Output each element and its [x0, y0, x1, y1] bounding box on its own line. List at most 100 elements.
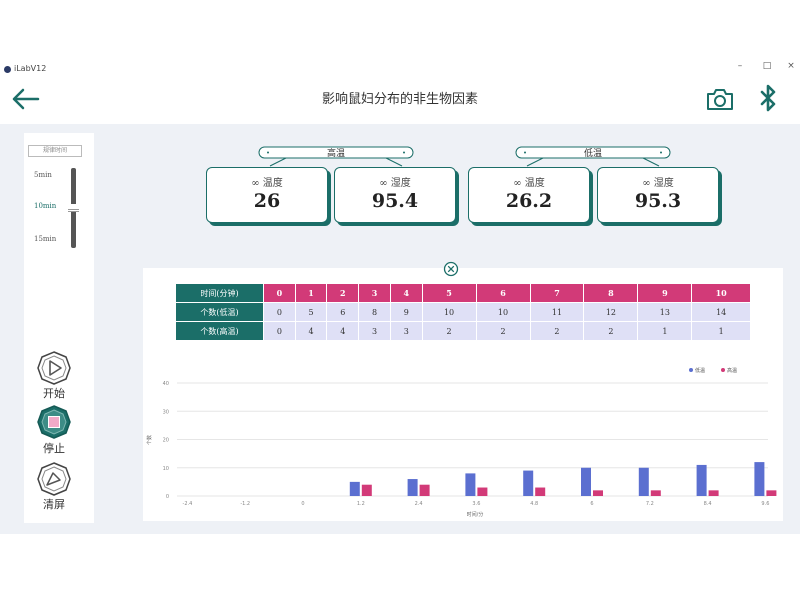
maximize-button[interactable]: □	[762, 61, 772, 71]
page-title: 影响鼠妇分布的非生物因素	[321, 92, 478, 107]
bluetooth-icon[interactable]	[758, 83, 780, 113]
stop-icon[interactable]	[36, 404, 72, 440]
clear-button-label[interactable]: 清屏	[43, 498, 65, 511]
table-row-header: 个数(高温)	[175, 321, 264, 341]
bar-high	[361, 484, 372, 496]
card-label: ∞ 温度	[513, 178, 545, 189]
start-icon[interactable]	[36, 350, 72, 386]
back-arrow-icon[interactable]	[10, 86, 42, 112]
stop-button-label[interactable]: 停止	[43, 442, 65, 455]
table-cell: 1	[637, 321, 693, 341]
bar-high	[477, 487, 488, 496]
data-table: 时间(分钟) 0 1 2 3 4 5 6 7 8 9 10 个数(低温) 0 5 6 8 9 10 10 11 12 13 1…	[175, 283, 751, 341]
y-tick-label: 20	[163, 438, 169, 444]
table-cell: 2	[421, 321, 477, 341]
y-tick-label: 10	[163, 466, 169, 472]
bar-high	[593, 490, 603, 496]
interval-slider-gap	[69, 204, 78, 212]
x-tick-label: 8.4	[704, 501, 712, 507]
table-cell: 10	[421, 302, 477, 322]
table-cell: 2	[583, 321, 639, 341]
table-cell: 14	[691, 302, 751, 322]
table-cell: 4	[294, 321, 328, 341]
bar-high	[766, 490, 777, 496]
table-cell: 6	[326, 302, 360, 322]
x-tick-label: 4.8	[530, 501, 538, 507]
table-cell: 0	[263, 302, 296, 322]
bar-high	[708, 490, 719, 496]
table-cell: 3	[358, 321, 391, 341]
x-tick-label: 0	[301, 501, 304, 507]
table-cell: 0	[263, 321, 296, 341]
x-tick-label: 9.6	[761, 501, 769, 507]
table-cell: 3	[389, 321, 423, 341]
x-tick-label: 3.6	[472, 501, 480, 507]
interval-option-15min[interactable]: 15min	[34, 235, 57, 243]
bar-low	[407, 479, 418, 496]
bar-low	[638, 467, 649, 496]
group-bracket-high	[258, 146, 414, 167]
table-cell: 2	[529, 321, 585, 341]
close-panel-icon[interactable]	[443, 261, 459, 277]
table-cell: 13	[637, 302, 693, 322]
table-cell: 7	[529, 283, 585, 303]
group-label-high: 高温	[326, 149, 345, 159]
x-axis-title: 时间/分	[467, 511, 484, 518]
table-row: 个数(低温) 0 5 6 8 9 10 10 11 12 13 14	[175, 302, 751, 322]
table-cell: 8	[583, 283, 639, 303]
interval-option-10min[interactable]: 10min	[34, 202, 57, 210]
legend-swatch	[689, 368, 693, 372]
card-label: ∞ 温度	[251, 178, 283, 189]
y-tick-label: 30	[163, 409, 169, 415]
window-title: iLabV12	[14, 64, 47, 73]
x-tick-label: 6	[590, 501, 593, 507]
group-label-low: 低温	[583, 149, 602, 159]
clear-screen-icon[interactable]	[36, 461, 72, 497]
app-logo-icon	[4, 66, 11, 73]
table-cell: 10	[691, 283, 751, 303]
table-row-header: 个数(低温)	[175, 302, 264, 322]
start-button-label[interactable]: 开始	[43, 387, 65, 400]
bar-high	[535, 487, 546, 496]
x-tick-label: 2.4	[415, 501, 423, 507]
table-cell: 0	[263, 283, 296, 303]
control-panel	[24, 133, 94, 523]
x-tick-label: -2.4	[183, 501, 193, 507]
table-cell: 5	[294, 302, 328, 322]
camera-icon[interactable]	[706, 86, 734, 112]
table-cell: 8	[358, 302, 391, 322]
table-cell: 1	[294, 283, 328, 303]
card-value: 95.4	[371, 190, 419, 212]
sample-interval-label: 规律时间	[28, 145, 82, 157]
legend-label: 低温	[695, 367, 705, 374]
table-row-header: 时间(分钟)	[175, 283, 264, 303]
minimize-button[interactable]: –	[737, 61, 743, 71]
table-cell: 1	[691, 321, 751, 341]
bar-low	[349, 481, 360, 496]
bar-high	[419, 484, 430, 496]
bar-low	[581, 467, 591, 496]
bar-low	[523, 470, 534, 496]
bar-chart: 0 10 20 30 40 -2.4 -1.2 0 1.2 2.4 3.6 4.8 6 7.2 8.4 9.6…	[146, 367, 777, 518]
interval-option-5min[interactable]: 5min	[34, 171, 52, 179]
table-cell: 5	[421, 283, 477, 303]
legend-swatch	[721, 368, 725, 372]
table-cell: 3	[358, 283, 391, 303]
table-cell: 4	[389, 283, 423, 303]
table-cell: 6	[475, 283, 531, 303]
app-header	[0, 76, 800, 124]
table-cell: 9	[389, 302, 423, 322]
card-value: 26.2	[505, 190, 553, 212]
interval-slider-thumb[interactable]	[68, 209, 79, 212]
bar-low	[754, 462, 765, 496]
table-cell: 2	[475, 321, 531, 341]
y-tick-label: 40	[163, 381, 169, 387]
y-tick-label: 0	[166, 494, 169, 500]
table-cell: 11	[529, 302, 585, 322]
window-titlebar	[0, 62, 800, 76]
card-label: ∞ 湿度	[642, 178, 674, 189]
close-window-button[interactable]: ×	[787, 61, 795, 71]
sensor-card-low-humidity: ∞ 湿度 95.3	[597, 167, 719, 223]
table-cell: 10	[475, 302, 531, 322]
card-value: 95.3	[634, 190, 682, 212]
